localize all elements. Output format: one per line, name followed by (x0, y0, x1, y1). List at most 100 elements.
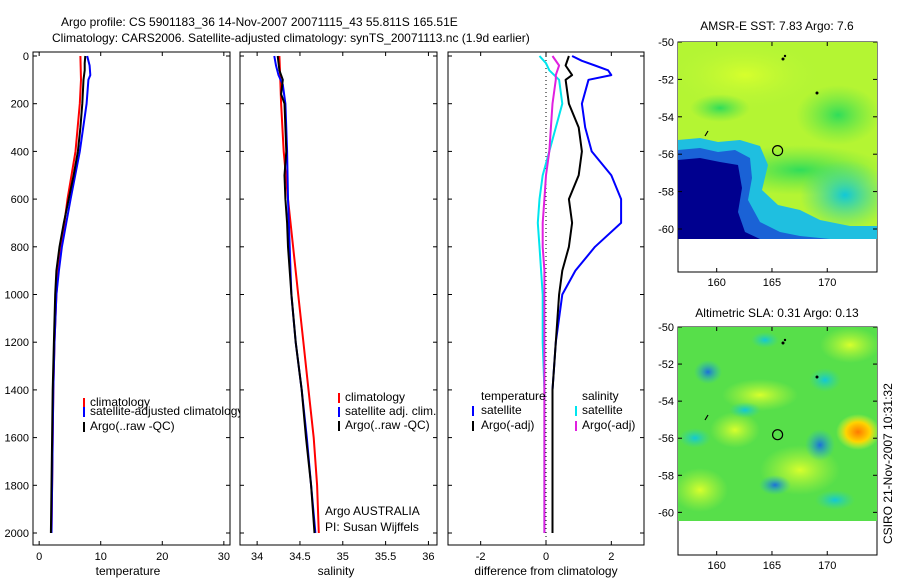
y-tick-label: 200 (11, 99, 29, 111)
sla-low-patch (679, 428, 711, 448)
sst-green-patch (690, 94, 750, 122)
x-tick-label: 165 (763, 277, 781, 289)
legend-label-argo: Argo(..raw -QC) (345, 418, 430, 432)
x-tick-label: 160 (708, 560, 726, 572)
x-tick-label: 35.5 (375, 551, 396, 563)
y-tick-label: 1200 (5, 337, 29, 349)
island-marker (704, 130, 709, 137)
y-tick-label: 0 (23, 51, 29, 63)
legend-label-salinity-argo: Argo(-adj) (582, 418, 635, 432)
legend-label-climatology: climatology (90, 395, 150, 409)
sla-low-patch (694, 360, 722, 384)
island-marker (815, 91, 819, 95)
difference-legend: temperature satellite Argo(-adj) salinit… (472, 389, 635, 432)
x-tick-label: 34.5 (289, 551, 310, 563)
x-tick-label: 20 (156, 551, 168, 563)
sla-low-patch (805, 429, 835, 461)
salinity-axes-box (239, 51, 438, 546)
x-tick-label: -2 (476, 551, 486, 563)
sla-peak-patch (836, 414, 877, 450)
difference-panel: -2 0 2 difference from climatology tempera… (447, 51, 645, 578)
y-tick-label: 1400 (5, 385, 29, 397)
legend-label-temperature-satellite: satellite (481, 403, 522, 417)
legend-title-temperature: temperature (481, 389, 546, 403)
y-tick-label: 1000 (5, 290, 29, 302)
difference-ticks: -2 0 2 (448, 52, 644, 563)
sst-map-panel: AMSR-E SST: 7.83 Argo: 7.6 160 165 170 -50 -… (658, 19, 878, 289)
salinity-legend: climatology satellite adj. clim. Argo(..… (338, 390, 436, 432)
y-tick-label: -58 (658, 470, 674, 482)
y-tick-label: 2000 (5, 528, 29, 540)
temperature-panel: 0 10 20 30 0 200 400 600 800 1000 1200 1400 1600 1800… (5, 51, 244, 578)
y-tick-label: 1800 (5, 480, 29, 492)
legend-title-salinity: salinity (582, 389, 619, 403)
sla-map-title: Altimetric SLA: 0.31 Argo: 0.13 (695, 306, 859, 320)
sst-map-ticks: 160 165 170 -50 -52 -54 -56 -58 -60 (658, 37, 877, 289)
temperature-xlabel: temperature (96, 564, 161, 578)
y-tick-label: -50 (658, 322, 674, 334)
sst-green-patch (796, 85, 877, 145)
y-tick-label: -56 (658, 433, 674, 445)
sla-low-patch (809, 368, 841, 392)
x-tick-label: 170 (818, 277, 836, 289)
x-tick-label: 10 (95, 551, 107, 563)
x-tick-label: 36 (422, 551, 434, 563)
y-tick-label: -56 (658, 149, 674, 161)
sla-low-patch (815, 490, 855, 510)
sla-low-patch (751, 332, 779, 348)
temperature-ticks: 0 10 20 30 0 200 400 600 800 1000 1200 1400 1600 1800… (5, 51, 230, 563)
island-marker (783, 54, 787, 58)
salinity-annotation-line-2: PI: Susan Wijffels (325, 520, 419, 534)
x-tick-label: 160 (708, 277, 726, 289)
salinity-xlabel: salinity (318, 564, 355, 578)
difference-xlabel: difference from climatology (474, 564, 617, 578)
difference-lines (536, 55, 623, 533)
series-line-argo-raw-qc (276, 55, 316, 534)
y-tick-label: -52 (658, 359, 674, 371)
x-tick-label: 35 (337, 551, 349, 563)
sla-low-patch (729, 402, 761, 418)
sst-map-field (678, 42, 877, 239)
x-tick-label: 34 (251, 551, 263, 563)
float-position-marker (771, 145, 784, 157)
legend-label-salinity-satellite: satellite (582, 403, 623, 417)
legend-label-satellite: satellite adj. clim. (345, 404, 436, 418)
y-tick-label: -58 (658, 187, 674, 199)
island-marker (781, 57, 785, 61)
difference-axes-box (447, 51, 645, 546)
sla-high-patch (820, 327, 877, 363)
x-tick-label: 170 (818, 560, 836, 572)
legend-label-satellite: satellite-adjusted climatology (90, 404, 243, 418)
series-line-climatology (278, 55, 320, 534)
sla-high-patch (710, 412, 760, 448)
float-position-marker (771, 429, 784, 441)
y-tick-label: -54 (658, 112, 674, 124)
sst-warm-patch (678, 42, 820, 110)
salinity-lines (273, 55, 320, 534)
sla-map-panel: Altimetric SLA: 0.31 Argo: 0.13 160 165 17… (658, 306, 878, 572)
temperature-lines (49, 55, 92, 534)
sst-cold-water (678, 158, 760, 239)
y-tick-label: 800 (11, 242, 29, 254)
temperature-legend: climatology satellite-adjusted climatolo… (83, 395, 243, 433)
temperature-axes-box (32, 51, 231, 546)
island-marker (704, 414, 709, 421)
island-marker (783, 338, 787, 342)
island-marker (781, 341, 785, 345)
x-tick-label: 2 (608, 551, 614, 563)
y-tick-label: 1600 (5, 433, 29, 445)
y-tick-label: 600 (11, 194, 29, 206)
y-tick-label: 400 (11, 146, 29, 158)
y-tick-label: -52 (658, 74, 674, 86)
sst-cyan-patch (800, 160, 877, 230)
header-line-1: Argo profile: CS 5901183_36 14-Nov-2007 … (61, 15, 458, 29)
x-tick-label: 165 (763, 560, 781, 572)
y-tick-label: -60 (658, 507, 674, 519)
series-line-temperature-argo-adj (551, 55, 583, 533)
salinity-ticks: 34 34.5 35 35.5 36 (240, 52, 437, 563)
sla-map-field (678, 327, 877, 521)
y-tick-label: -50 (658, 37, 674, 49)
x-tick-label: 30 (218, 551, 230, 563)
header-line-2: Climatology: CARS2006. Satellite-adjuste… (52, 31, 530, 45)
